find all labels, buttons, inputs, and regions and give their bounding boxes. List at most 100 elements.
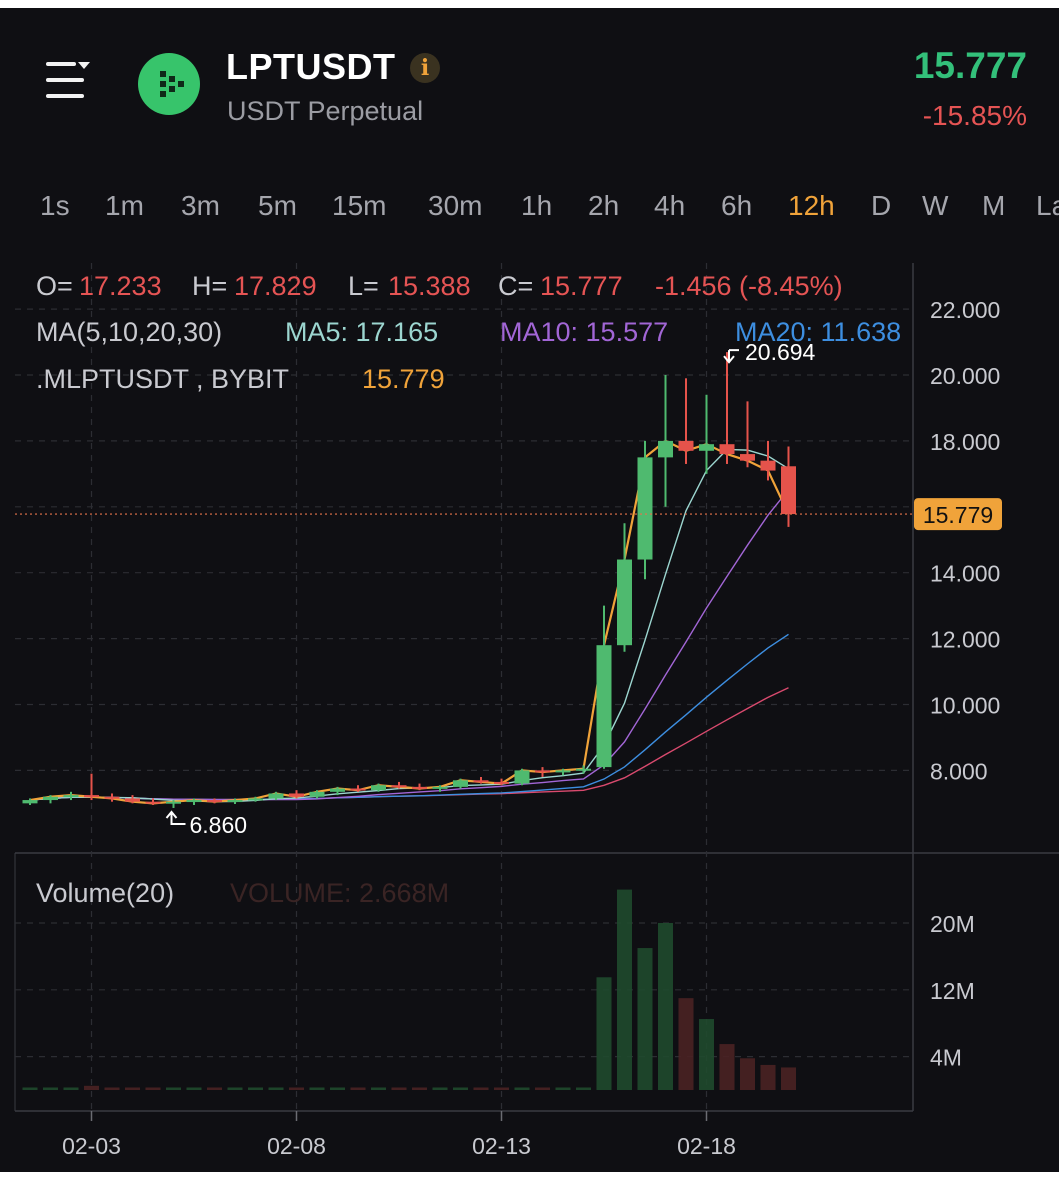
price-chart[interactable]: 22.00020.00018.00016.00014.00012.00010.0… — [0, 8, 1059, 1172]
menu-icon-line-3 — [46, 94, 84, 98]
candle-body — [719, 444, 735, 455]
volume-bar — [412, 1087, 427, 1090]
ohlc-high-label: H= — [192, 271, 227, 301]
volume-bar — [596, 977, 612, 1090]
current-price-tag — [914, 498, 1002, 531]
volume-bar — [453, 1087, 468, 1090]
tab-w[interactable]: W — [922, 190, 949, 221]
volume-bar — [514, 1087, 530, 1090]
volume-bar — [637, 948, 653, 1090]
volume-bar — [535, 1087, 550, 1090]
volume-bar — [248, 1087, 263, 1090]
candle-body — [576, 768, 591, 771]
info-icon[interactable]: i — [410, 53, 440, 83]
volume-bar — [658, 923, 673, 1090]
candle-body — [555, 770, 571, 773]
candle-body — [473, 780, 489, 783]
bottom-margin — [0, 1172, 1059, 1200]
menu-button[interactable] — [40, 56, 96, 108]
volume-bar — [289, 1087, 304, 1090]
date-tick-label: 02-08 — [267, 1133, 326, 1159]
tab-6h[interactable]: 6h — [721, 190, 753, 221]
ohlc-open-label: O= — [36, 271, 73, 301]
volume-bar — [145, 1087, 161, 1090]
volume-legend-title: Volume(20) — [36, 878, 174, 908]
tab-m[interactable]: M — [982, 190, 1006, 221]
tab-1h[interactable]: 1h — [521, 190, 553, 221]
tab-4h[interactable]: 4h — [654, 190, 686, 221]
volume-bar — [576, 1087, 591, 1090]
candle-body — [699, 444, 714, 451]
candle-body — [125, 798, 140, 802]
tab-12h[interactable]: 12h — [788, 190, 835, 221]
lpt-logo-glyph — [160, 71, 184, 97]
candle-body — [637, 457, 653, 560]
candle-body — [63, 795, 79, 798]
price-tick-label: 12.000 — [930, 627, 1000, 653]
candle-body — [617, 559, 632, 646]
volume-bar — [555, 1087, 571, 1090]
candle-body — [207, 800, 222, 803]
tab-2h[interactable]: 2h — [588, 190, 620, 221]
tab-1s[interactable]: 1s — [40, 190, 70, 221]
price-tick-label: 8.000 — [930, 758, 988, 784]
candle-body — [781, 466, 796, 515]
candle-body — [330, 788, 345, 792]
volume-bar — [494, 1087, 509, 1090]
ohlc-close-label: C= — [498, 271, 533, 301]
candle-body — [371, 785, 386, 791]
menu-icon — [46, 62, 76, 66]
tab-d[interactable]: D — [871, 190, 892, 221]
symbol-title[interactable]: LPTUSDT — [226, 46, 396, 87]
max-price-label: 20.694 — [745, 339, 816, 365]
index-value: 15.779 — [362, 364, 445, 394]
candle-body — [248, 798, 263, 801]
volume-bar — [309, 1087, 325, 1090]
contract-subtitle: USDT Perpetual — [227, 96, 424, 126]
volume-bar — [391, 1087, 407, 1090]
tab-la[interactable]: La — [1036, 190, 1059, 221]
volume-bar — [473, 1087, 489, 1090]
candle-body — [596, 645, 612, 768]
candle-body — [309, 791, 325, 797]
ma10-legend: MA10: 15.577 — [500, 317, 668, 347]
ohlc-open-value: 17.233 — [79, 271, 162, 301]
index-source-label: .MLPTUSDT , BYBIT — [36, 364, 289, 394]
tab-3m[interactable]: 3m — [181, 190, 220, 221]
ohlc-close-value: 15.777 — [540, 271, 623, 301]
candle-body — [289, 793, 304, 797]
tab-5m[interactable]: 5m — [258, 190, 297, 221]
candle-body — [432, 786, 448, 789]
min-price-label: 6.860 — [190, 812, 248, 838]
tab-15m[interactable]: 15m — [332, 190, 387, 221]
volume-bar — [781, 1067, 796, 1090]
candle-body — [391, 785, 407, 788]
price-tick-label: 18.000 — [930, 429, 1000, 455]
candle-body — [412, 786, 427, 789]
volume-bar — [760, 1064, 776, 1090]
menu-icon-line-2 — [46, 78, 84, 82]
volume-bar — [617, 889, 632, 1090]
volume-bar — [207, 1087, 222, 1090]
volume-bar — [371, 1087, 386, 1090]
max-marker-arrow — [723, 349, 739, 364]
volume-bar — [166, 1087, 181, 1090]
ohlc-low-value: 15.388 — [388, 271, 471, 301]
tab-30m[interactable]: 30m — [428, 190, 483, 221]
tab-1m[interactable]: 1m — [105, 190, 144, 221]
ohlc-change: -1.456 (-8.45%) — [655, 271, 843, 301]
volume-bar — [63, 1087, 79, 1090]
candle-body — [494, 781, 509, 784]
ohlc-low-label: L= — [348, 271, 379, 301]
volume-bar — [186, 1087, 202, 1090]
min-marker-arrow — [165, 810, 186, 825]
candle-body — [84, 795, 99, 798]
volume-bar — [43, 1087, 58, 1090]
ma5-legend: MA5: 17.165 — [285, 317, 438, 347]
candle-body — [43, 796, 58, 801]
candle-body — [350, 788, 366, 791]
last-price: 15.777 — [913, 45, 1027, 86]
volume-bar — [84, 1085, 99, 1090]
candle-body — [453, 780, 468, 787]
volume-legend-value: VOLUME: 2.668M — [230, 878, 449, 908]
